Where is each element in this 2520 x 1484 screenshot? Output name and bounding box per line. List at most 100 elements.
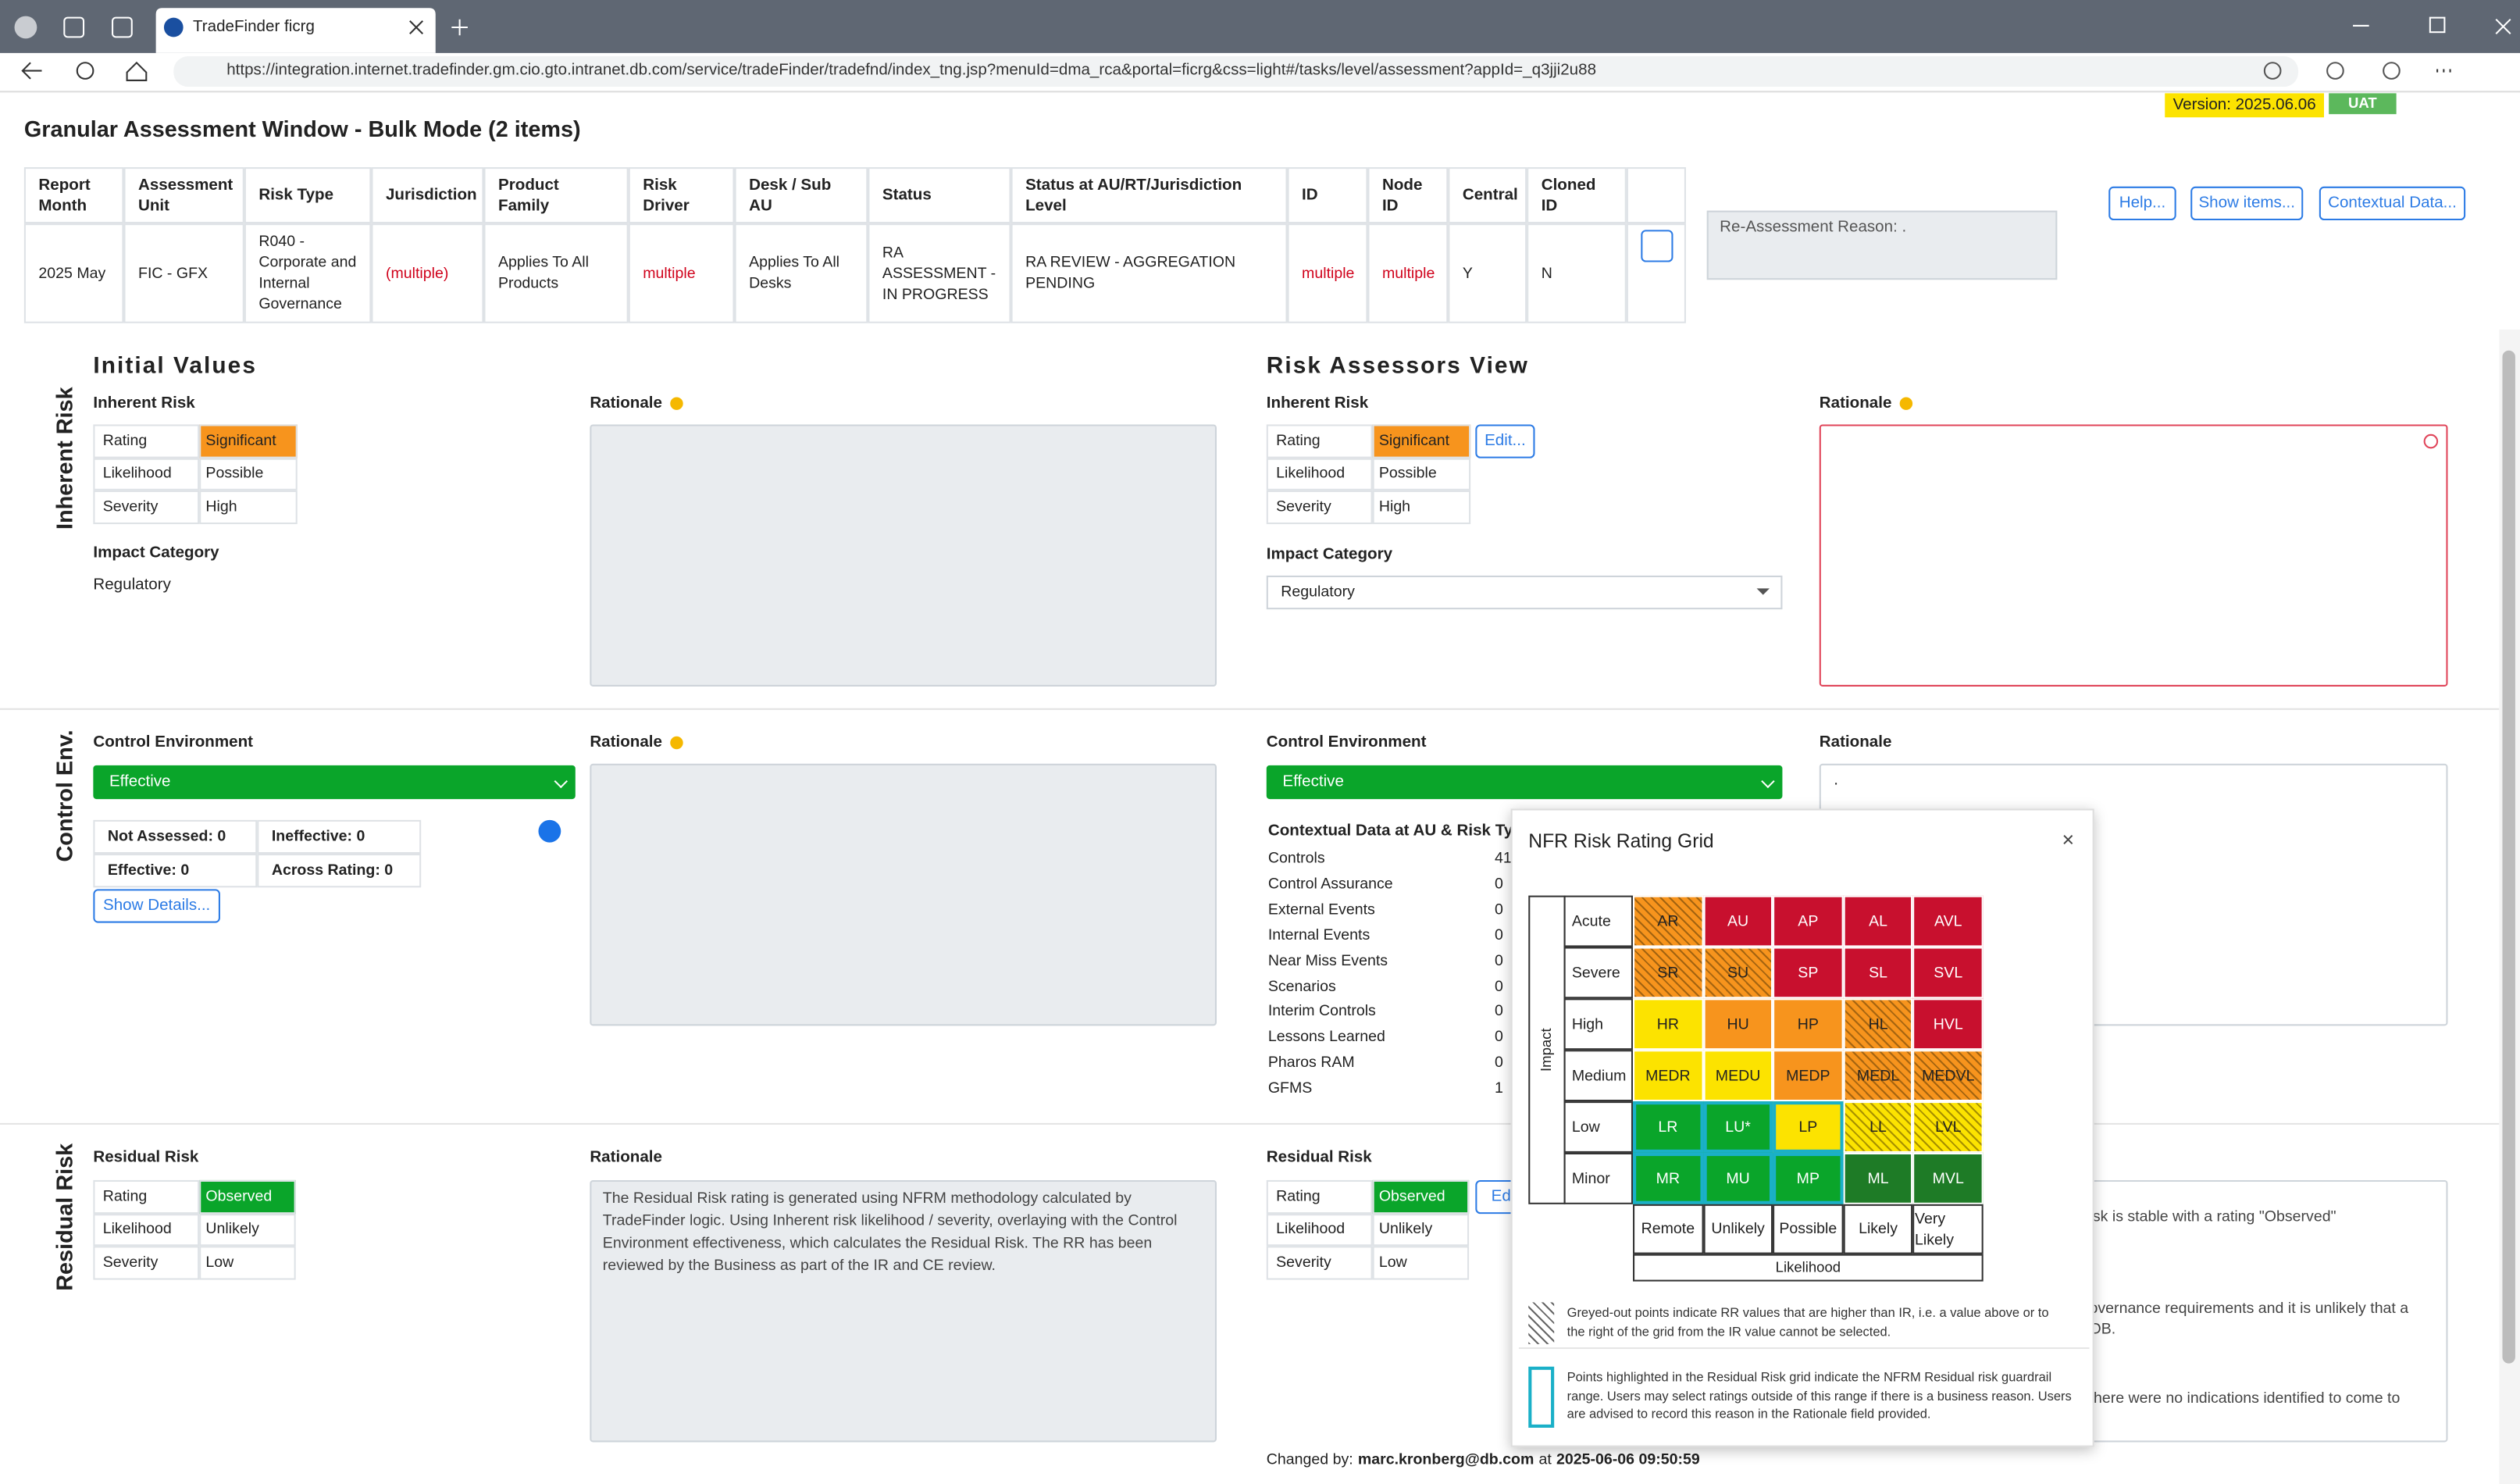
popup-close[interactable]: × (2062, 827, 2075, 851)
impact-label: Medium (1563, 1050, 1634, 1102)
info-icon (1899, 397, 1913, 410)
grid-cell[interactable]: HR (1633, 998, 1703, 1051)
risk-label: Likelihood (93, 457, 200, 491)
favorites-icon[interactable] (2383, 62, 2401, 80)
extensions-icon[interactable] (2326, 62, 2344, 80)
grid-cell[interactable]: HP (1773, 998, 1844, 1051)
grid-cell[interactable]: LVL (1912, 1101, 1984, 1153)
profile-icon[interactable] (14, 16, 37, 39)
field-heading: Contextual Data at AU & Risk Type (1267, 822, 1532, 840)
grid-cell[interactable]: MEDR (1633, 1050, 1703, 1102)
table-header-cell: Central (1448, 167, 1527, 224)
select[interactable]: Effective (93, 765, 576, 800)
impact-value: Regulatory (93, 576, 171, 594)
table-cell: FIC - GFX (123, 223, 244, 323)
risk-label: Severity (93, 490, 200, 524)
select[interactable]: Effective (1266, 765, 1783, 800)
table-header-cell: Product Family (483, 167, 629, 224)
grid-cell[interactable]: LR (1633, 1101, 1703, 1153)
grid-cell[interactable]: AL (1843, 895, 1913, 947)
contextual-data-button[interactable]: Contextual Data... (2319, 186, 2466, 221)
home-button[interactable] (126, 61, 148, 81)
grid-cell[interactable]: AP (1773, 895, 1844, 947)
context-label: Controls (1267, 849, 1325, 868)
likelihood-label: Unlikely (1702, 1204, 1773, 1254)
reassessment-reason: Re-Assessment Reason: . (1706, 210, 2058, 280)
risk-label: Likelihood (1266, 457, 1373, 491)
textarea[interactable] (590, 424, 1217, 687)
grid-cell[interactable]: HU (1702, 998, 1773, 1051)
grid-cell[interactable]: HL (1843, 998, 1913, 1051)
grid-cell[interactable]: AU (1702, 895, 1773, 947)
grid-cell[interactable]: AR (1633, 895, 1703, 947)
back-button[interactable] (21, 62, 42, 80)
grid-cell[interactable]: MU (1702, 1152, 1773, 1204)
table-cell: RA ASSESSMENT - IN PROGRESS (868, 223, 1011, 323)
field-heading: Rationale (590, 1148, 662, 1167)
active-tab[interactable] (155, 8, 436, 53)
select[interactable]: Regulatory (1266, 575, 1783, 610)
table-header-cell (1626, 167, 1686, 224)
table-header-cell: Cloned ID (1527, 167, 1627, 224)
note-divider (1518, 1347, 2090, 1350)
grid-cell[interactable]: AVL (1912, 895, 1984, 947)
grid-cell[interactable]: MEDVL (1912, 1050, 1984, 1102)
grid-cell[interactable]: MVL (1912, 1152, 1984, 1204)
grid-cell[interactable]: LU* (1702, 1101, 1773, 1153)
grid-cell[interactable]: HVL (1912, 998, 1984, 1051)
show-details-button[interactable]: Show Details... (93, 889, 220, 923)
grid-cell[interactable]: MR (1633, 1152, 1703, 1204)
edit-button[interactable]: Edit... (1475, 424, 1535, 458)
risk-value: Possible (1372, 457, 1471, 491)
footer-text: marc.kronberg@db.com (1357, 1450, 1534, 1469)
info-button[interactable] (1641, 230, 1673, 262)
grid-cell[interactable]: MP (1773, 1152, 1844, 1204)
help-button[interactable]: Help... (2108, 186, 2176, 221)
env-badge: UAT (2329, 93, 2397, 115)
grid-cell[interactable]: SL (1843, 947, 1913, 999)
count-cell: Not Assessed: 0 (93, 819, 258, 854)
show-items-button[interactable]: Show items... (2190, 186, 2304, 221)
grid-cell[interactable]: SU (1702, 947, 1773, 999)
address-bar[interactable] (173, 56, 2299, 87)
grid-cell[interactable]: SVL (1912, 947, 1984, 999)
risk-label: Likelihood (93, 1213, 200, 1247)
url-text[interactable]: https://integration.internet.tradefinder… (226, 62, 1597, 80)
tab-title: TradeFinder ficrg (192, 18, 315, 37)
context-value: 0 (1495, 901, 1503, 919)
rationale-line: OB. (2089, 1321, 2116, 1339)
field-heading: Control Environment (1266, 733, 1427, 752)
field-heading: Control Environment (93, 733, 254, 752)
grid-cell[interactable]: MEDL (1843, 1050, 1913, 1102)
rationale-line: there were no indications identified to … (2089, 1389, 2401, 1408)
context-label: Lessons Learned (1267, 1029, 1385, 1047)
window-close[interactable] (2495, 18, 2511, 34)
grid-cell[interactable]: SR (1633, 947, 1703, 999)
grid-cell[interactable]: SP (1773, 947, 1844, 999)
impact-label: High (1563, 998, 1634, 1051)
count-cell: Effective: 0 (93, 854, 258, 888)
scrollbar-thumb[interactable] (2502, 350, 2515, 1364)
grid-cell[interactable]: LP (1773, 1101, 1844, 1153)
field-heading: Rationale (590, 394, 662, 413)
impact-label: Severe (1563, 947, 1634, 999)
favorite-icon[interactable] (2263, 62, 2282, 80)
tab-close[interactable] (409, 20, 424, 34)
risk-value: High (199, 490, 298, 524)
textarea[interactable] (1819, 424, 2448, 687)
grid-cell[interactable]: MEDU (1702, 1050, 1773, 1102)
textarea[interactable]: The Residual Risk rating is generated us… (590, 1179, 1217, 1443)
grid-cell[interactable]: ML (1843, 1152, 1913, 1204)
maximize[interactable] (2429, 16, 2446, 34)
reload-button[interactable] (76, 62, 94, 80)
table-cell: (multiple) (371, 223, 484, 323)
tab-actions-icon[interactable] (112, 16, 133, 38)
new-tab[interactable] (451, 19, 468, 36)
workspaces-icon[interactable] (63, 16, 85, 38)
table-cell: multiple (1367, 223, 1449, 323)
context-value: 0 (1495, 1003, 1503, 1021)
grid-cell[interactable]: MEDP (1773, 1050, 1844, 1102)
grid-cell[interactable]: LL (1843, 1101, 1913, 1153)
textarea[interactable] (590, 763, 1217, 1026)
impact-label: Minor (1563, 1152, 1634, 1204)
